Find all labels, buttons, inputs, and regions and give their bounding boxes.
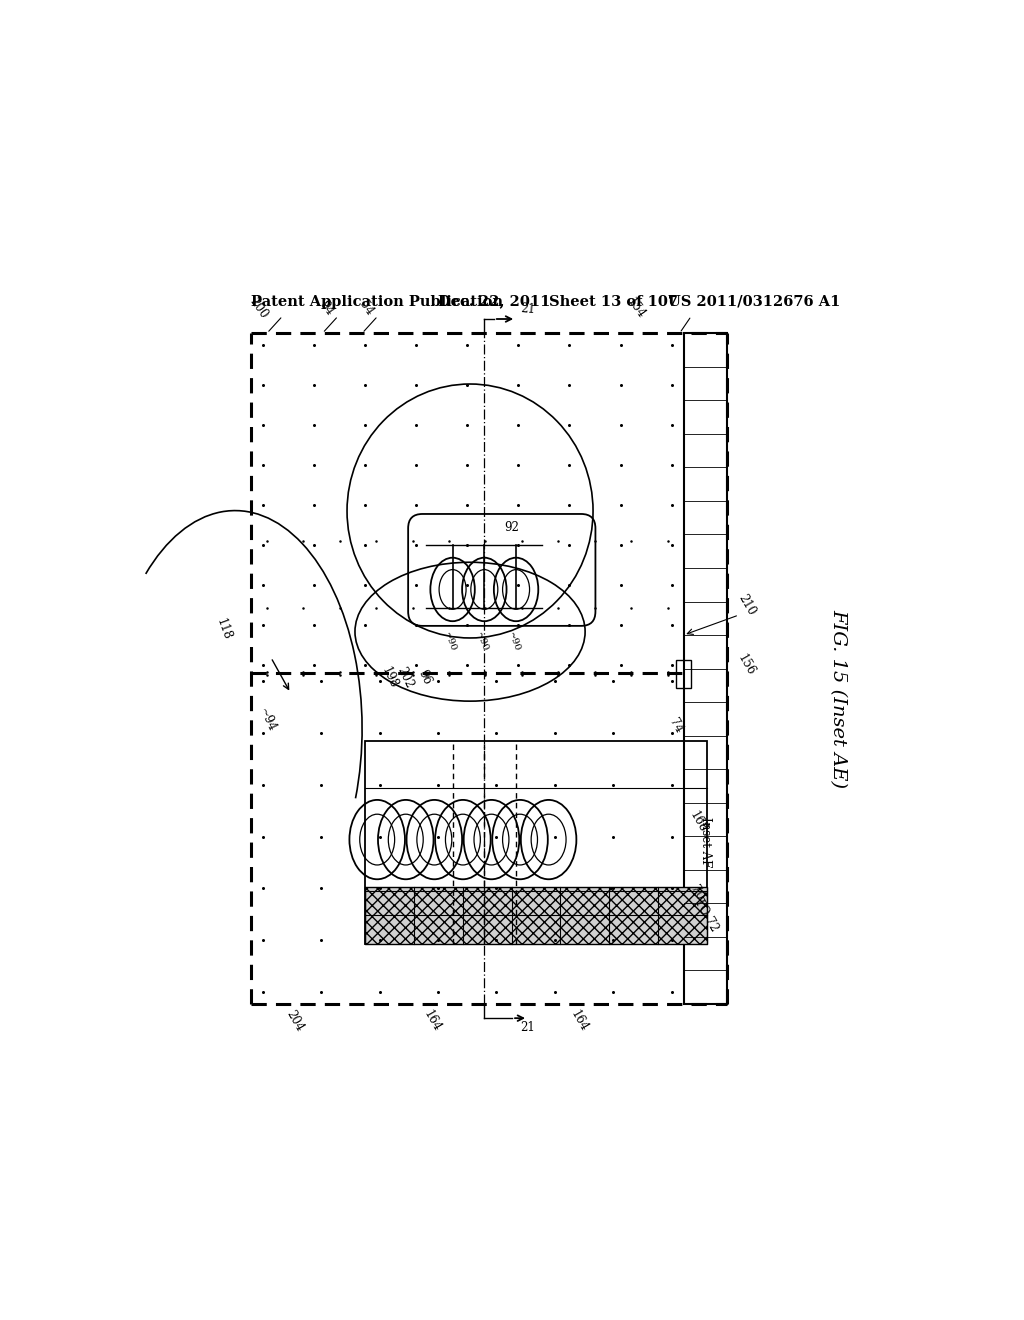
Text: Dec. 22, 2011: Dec. 22, 2011 — [437, 294, 550, 309]
Text: 156: 156 — [735, 652, 758, 678]
Text: ~90: ~90 — [506, 631, 521, 653]
Text: 118: 118 — [213, 616, 233, 643]
Text: FIG. 15 (Inset AE): FIG. 15 (Inset AE) — [829, 609, 847, 788]
Bar — [676, 660, 691, 688]
Text: 74: 74 — [667, 715, 685, 735]
Text: 96: 96 — [416, 668, 434, 686]
Text: 154: 154 — [625, 294, 647, 321]
Text: 202: 202 — [394, 664, 416, 690]
Text: 200: 200 — [247, 294, 270, 321]
Text: ~90: ~90 — [474, 631, 489, 653]
Text: ~90: ~90 — [442, 631, 458, 653]
Text: US 2011/0312676 A1: US 2011/0312676 A1 — [668, 294, 840, 309]
Text: 54: 54 — [356, 298, 376, 318]
Text: 198: 198 — [379, 664, 399, 690]
Text: 21: 21 — [520, 302, 536, 317]
Text: Patent Application Publication: Patent Application Publication — [251, 294, 503, 309]
Bar — [366, 887, 707, 944]
Text: Inset AF: Inset AF — [699, 817, 713, 867]
Text: TO 72: TO 72 — [691, 896, 721, 935]
Text: 204: 204 — [284, 1008, 306, 1035]
Text: 92: 92 — [504, 521, 519, 535]
Text: 94: 94 — [316, 298, 336, 318]
Bar — [366, 741, 707, 944]
Text: Sheet 13 of 107: Sheet 13 of 107 — [549, 294, 678, 309]
Text: 210: 210 — [735, 591, 758, 618]
Text: ~94: ~94 — [256, 706, 279, 734]
Text: 70: 70 — [687, 883, 707, 903]
Text: 21: 21 — [520, 1022, 536, 1034]
Text: 164: 164 — [422, 1008, 444, 1035]
Text: 164: 164 — [568, 1008, 591, 1035]
Text: 168: 168 — [687, 809, 710, 836]
Bar — [684, 333, 727, 1005]
